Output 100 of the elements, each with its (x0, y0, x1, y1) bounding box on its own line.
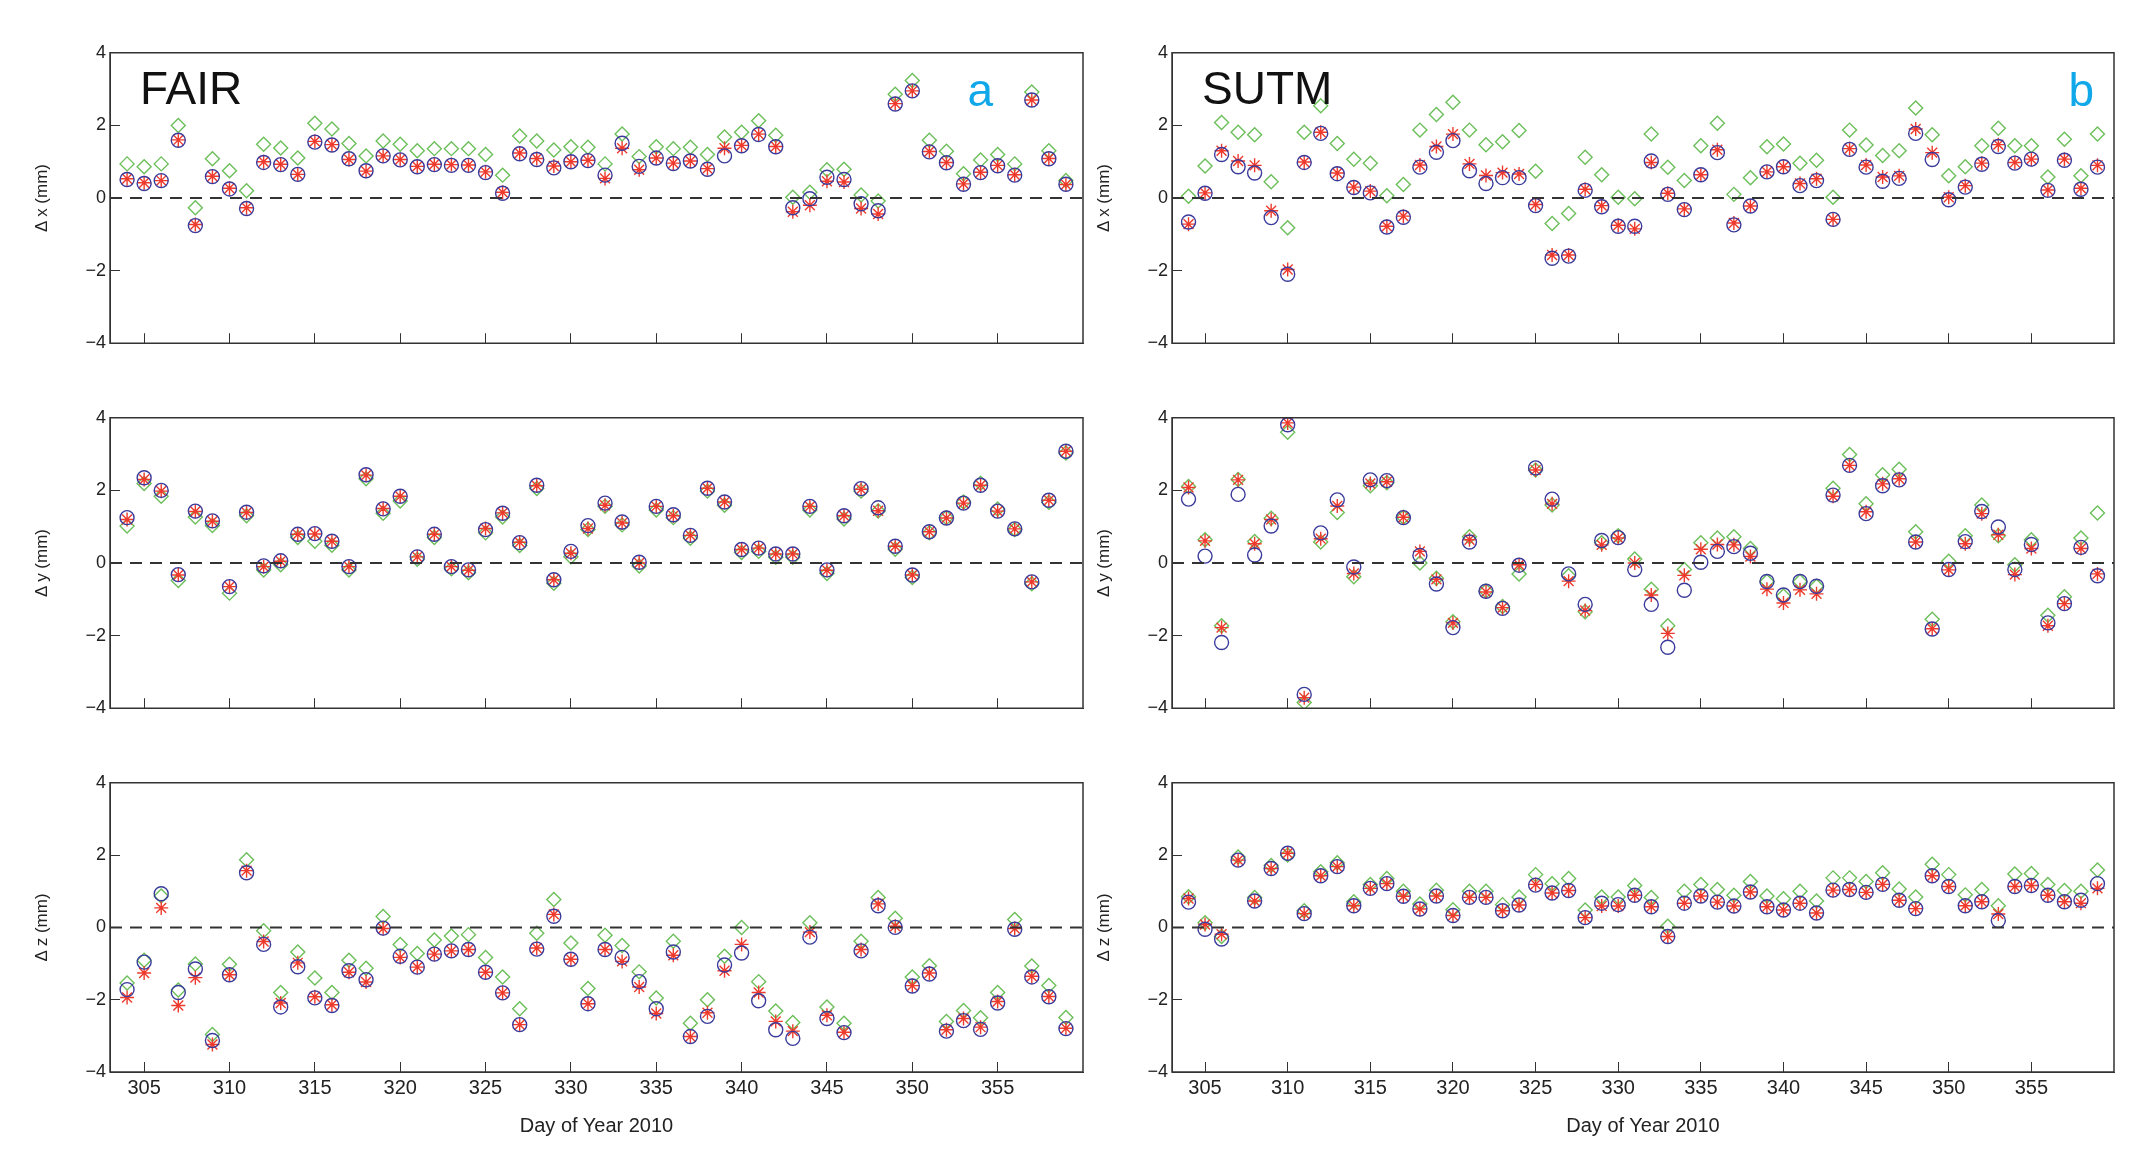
point (1874, 169, 1891, 185)
y-tick-label: 2 (95, 114, 106, 135)
annotation: b (2068, 64, 2094, 117)
point (443, 140, 460, 157)
point (1627, 551, 1643, 567)
point (375, 908, 391, 925)
point (290, 955, 306, 971)
point (546, 575, 562, 592)
y-tick-label: 0 (1157, 186, 1168, 207)
point (477, 525, 494, 541)
point (802, 502, 818, 518)
y-tick-label: −2 (85, 988, 106, 1009)
point (1924, 151, 1940, 168)
point (2073, 883, 2089, 899)
point (1643, 581, 1659, 597)
point (1808, 586, 1825, 602)
point (699, 992, 716, 1008)
point (972, 1010, 989, 1026)
point (187, 956, 204, 972)
point (819, 161, 835, 178)
point (802, 915, 818, 931)
point (324, 984, 340, 1001)
point (955, 165, 972, 182)
point (802, 929, 818, 945)
point (1544, 491, 1560, 507)
point (307, 970, 323, 986)
point (341, 562, 357, 578)
point (1230, 159, 1246, 175)
y-tick-label: 2 (95, 479, 106, 500)
point (597, 156, 613, 172)
point (1329, 492, 1345, 508)
point (870, 193, 886, 209)
point (1246, 157, 1263, 174)
y-tick-label: 2 (1157, 114, 1168, 135)
point (1742, 169, 1759, 186)
point (1197, 921, 1213, 937)
point (1180, 894, 1197, 910)
point (1742, 545, 1759, 561)
point (1841, 446, 1858, 463)
point (563, 549, 579, 565)
point (648, 990, 664, 1006)
point (819, 173, 835, 189)
y-axis-title: Δ z (mm) (1093, 893, 1113, 962)
point (614, 135, 630, 151)
point (1593, 167, 1610, 183)
point (1296, 694, 1312, 709)
y-tick-label: 4 (95, 406, 106, 427)
point (682, 139, 699, 155)
point (1693, 138, 1709, 154)
point (1511, 169, 1527, 186)
point (1891, 143, 1907, 159)
point (733, 936, 750, 953)
point (1593, 889, 1610, 905)
y-tick-label: −2 (85, 259, 106, 280)
point (341, 952, 357, 968)
point (648, 1005, 664, 1022)
point (1643, 596, 1659, 613)
point (1627, 877, 1643, 894)
x-tick-label: 305 (127, 1075, 161, 1098)
point (187, 969, 204, 986)
point (1041, 977, 1057, 994)
point (392, 493, 408, 509)
point (1511, 566, 1527, 582)
point (1990, 120, 2007, 136)
point (1941, 168, 1957, 184)
point (1445, 94, 1461, 110)
point (153, 156, 169, 172)
point (2007, 866, 2023, 882)
point (1395, 176, 1412, 193)
point (1527, 163, 1544, 179)
point (853, 933, 869, 949)
point (2007, 561, 2023, 578)
point (836, 1015, 852, 1031)
point (1693, 554, 1709, 570)
point (1461, 883, 1478, 899)
point (1825, 870, 1841, 886)
point (409, 945, 425, 962)
point (853, 196, 869, 212)
point (699, 146, 716, 163)
point (699, 1008, 716, 1025)
point (733, 919, 750, 936)
point (1478, 883, 1494, 899)
point (1362, 472, 1379, 488)
point (1941, 553, 1957, 569)
point (1907, 121, 1924, 137)
point (819, 999, 835, 1015)
point (1742, 873, 1759, 890)
point (358, 148, 374, 164)
point (1428, 882, 1445, 898)
point (1577, 149, 1593, 166)
point (989, 146, 1006, 163)
point (2040, 607, 2056, 623)
point (1924, 144, 1940, 161)
point (785, 200, 801, 216)
y-tick-label: 0 (1157, 551, 1168, 572)
point (1891, 881, 1907, 897)
x-tick-label: 350 (1932, 1075, 1966, 1098)
point (187, 200, 204, 216)
point (750, 543, 767, 560)
point (1279, 424, 1296, 441)
